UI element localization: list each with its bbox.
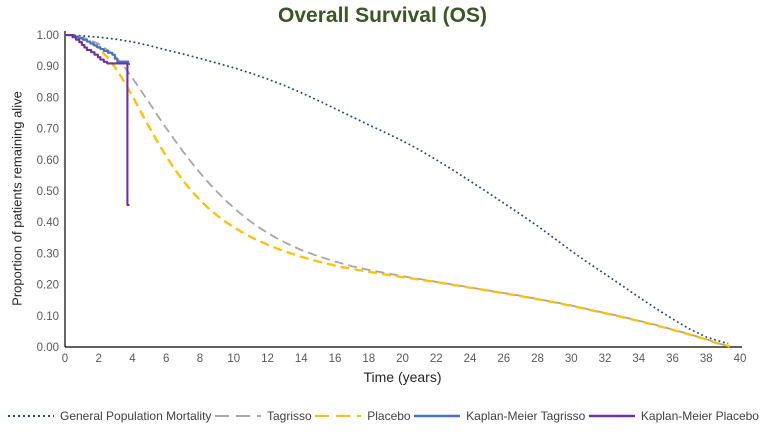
x-tick-label: 4 <box>129 353 136 365</box>
x-tick-label: 22 <box>430 353 443 365</box>
x-tick-label: 26 <box>497 353 510 365</box>
legend-label: Tagrisso <box>266 409 312 423</box>
solid-line-marker-icon <box>588 414 635 418</box>
legend-item-kaplan-meier-tagrisso: Kaplan-Meier Tagrisso <box>414 409 585 423</box>
y-tick-label: 0.80 <box>37 92 59 104</box>
y-tick-label: 0.70 <box>37 124 59 136</box>
x-tick-label: 16 <box>329 353 342 365</box>
y-tick-label: 0.40 <box>37 217 59 229</box>
series-kaplan-meier-tagrisso <box>65 33 130 66</box>
y-tick-label: 0.60 <box>37 155 59 167</box>
x-tick-label: 6 <box>163 353 169 365</box>
x-tick-label: 38 <box>700 353 713 365</box>
x-tick-label: 20 <box>396 353 409 365</box>
dashed-line-marker-icon <box>315 415 362 417</box>
chart-legend: General Population Mortality Tagrisso Plac… <box>0 404 765 428</box>
x-tick-label: 8 <box>197 353 203 365</box>
x-tick-label: 2 <box>96 353 102 365</box>
x-tick-label: 40 <box>734 353 747 365</box>
x-tick-label: 18 <box>362 353 375 365</box>
y-tick-label: 1.00 <box>37 30 59 42</box>
chart-title: Overall Survival (OS) <box>278 4 487 27</box>
legend-item-kaplan-meier-placebo: Kaplan-Meier Placebo <box>588 409 759 423</box>
legend-label: Placebo <box>367 409 411 423</box>
x-tick-label: 34 <box>632 353 645 365</box>
series-tagrisso <box>64 34 729 347</box>
x-tick-label: 24 <box>464 353 477 365</box>
x-tick-label: 10 <box>227 353 240 365</box>
x-tick-label: 12 <box>261 353 274 365</box>
x-tick-label: 36 <box>666 353 679 365</box>
series-general-population-mortality <box>64 34 729 345</box>
y-tick-label: 0.90 <box>37 61 59 73</box>
legend-item-tagrisso: Tagrisso <box>214 409 312 423</box>
y-tick-label: 0.10 <box>37 311 59 323</box>
y-tick-label: 0.20 <box>37 280 59 292</box>
legend-item-placebo: Placebo <box>315 409 411 423</box>
legend-item-general-population-mortality: General Population Mortality <box>8 409 211 423</box>
series-kaplan-meier-placebo <box>65 33 130 207</box>
solid-line-marker-icon <box>414 414 461 418</box>
dotted-line-marker-icon <box>8 415 54 417</box>
legend-label: Kaplan-Meier Placebo <box>640 409 759 423</box>
y-tick-label: 0.00 <box>37 342 59 354</box>
legend-label: Kaplan-Meier Tagrisso <box>466 409 586 423</box>
dashed-line-marker-icon <box>214 415 261 417</box>
x-tick-label: 28 <box>531 353 544 365</box>
x-axis-title: Time (years) <box>363 369 442 385</box>
y-tick-label: 0.50 <box>37 186 59 198</box>
x-tick-label: 30 <box>565 353 578 365</box>
y-axis-title: Proportion of patients remaining alive <box>9 91 25 306</box>
x-tick-label: 0 <box>62 353 68 365</box>
series-placebo <box>64 33 731 348</box>
legend-label: General Population Mortality <box>60 409 212 423</box>
x-tick-label: 32 <box>599 353 612 365</box>
y-tick-label: 0.30 <box>37 248 59 260</box>
x-tick-label: 14 <box>295 353 308 365</box>
